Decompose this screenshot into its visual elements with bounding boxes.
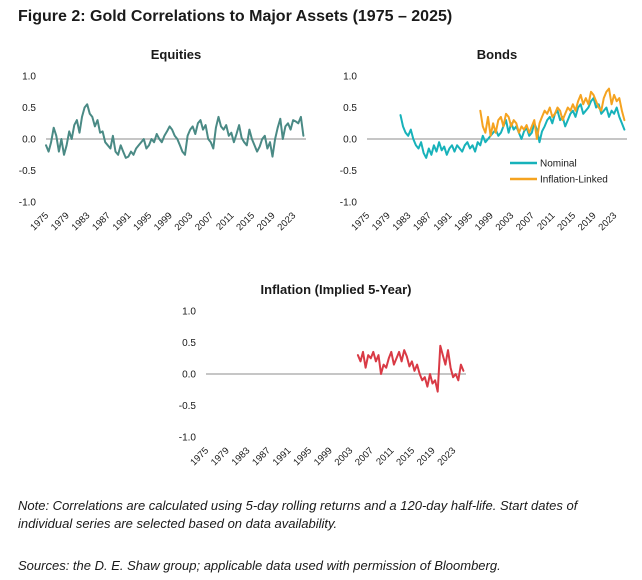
- bonds-x-tick-label-2023: 2023: [597, 210, 620, 233]
- inflation-implied-5-year-x-tick-label-1995: 1995: [291, 445, 314, 468]
- bonds-series-nominal: [399, 97, 626, 159]
- inflation-implied-5-year-x-tick-label-1999: 1999: [312, 445, 335, 468]
- equities-y-tick-label: -0.5: [19, 166, 37, 177]
- equities-x-tick-label-2019: 2019: [255, 210, 278, 233]
- bonds-y-tick-label: 0.5: [343, 103, 357, 114]
- inflation-implied-5-year-series-inflation-implied-5-year: [356, 344, 465, 393]
- equities-x-tick-label-1995: 1995: [131, 210, 154, 233]
- figure-title: Figure 2: Gold Correlations to Major Ass…: [18, 8, 453, 25]
- equities-y-tick-label: 0.5: [22, 103, 36, 114]
- inflation-implied-5-year-x-tick-label-2007: 2007: [353, 445, 376, 468]
- bonds-x-tick-label-1991: 1991: [432, 210, 455, 233]
- equities-x-tick-label-2023: 2023: [276, 210, 299, 233]
- bonds-y-tick-label: 1.0: [343, 72, 357, 83]
- bonds-x-tick-label-2007: 2007: [514, 210, 537, 233]
- inflation-implied-5-year-x-tick-label-2003: 2003: [333, 445, 356, 468]
- bonds-x-tick-label-2019: 2019: [576, 210, 599, 233]
- bonds-title: Bonds: [477, 47, 517, 62]
- bonds-chart: Bonds1.00.50.0-0.5-1.0197519791983198719…: [340, 47, 627, 233]
- bonds-x-tick-label-1979: 1979: [370, 210, 393, 233]
- bonds-series-inflation-linked: [479, 87, 626, 140]
- inflation-implied-5-year-y-tick-label: 0.5: [182, 338, 196, 349]
- equities-y-tick-label: 1.0: [22, 72, 36, 83]
- inflation-implied-5-year-x-tick-label-1975: 1975: [188, 445, 211, 468]
- bonds-x-tick-label-1983: 1983: [391, 210, 414, 233]
- inflation-chart: Inflation (Implied 5-Year) 1.0 0.5 0.0 -0.5 -…: [179, 282, 466, 468]
- equities-y-tick-label: 0.0: [22, 135, 36, 146]
- equities-x-tick-label-2007: 2007: [193, 210, 216, 233]
- inflation-implied-5-year-x-tick-label-1991: 1991: [271, 445, 294, 468]
- equities-x-tick-label-2003: 2003: [173, 210, 196, 233]
- inflation-implied-5-year-x-tick-label-1987: 1987: [250, 445, 273, 468]
- equities-x-tick-label-1991: 1991: [111, 210, 134, 233]
- bonds-x-tick-label-2003: 2003: [494, 210, 517, 233]
- inflation-implied-5-year-x-tick-label-1983: 1983: [230, 445, 253, 468]
- equities-x-tick-label-1979: 1979: [49, 210, 72, 233]
- inflation-implied-5-year-x-tick-label-2019: 2019: [415, 445, 438, 468]
- equities-x-tick-label-2015: 2015: [234, 210, 257, 233]
- inflation-implied-5-year-x-tick-label-2015: 2015: [394, 445, 417, 468]
- bonds-x-tick-label-1999: 1999: [473, 210, 496, 233]
- bonds-y-tick-label: -1.0: [340, 198, 358, 209]
- bonds-x-tick-label-1995: 1995: [452, 210, 475, 233]
- bonds-x-tick-label-1987: 1987: [411, 210, 434, 233]
- bonds-x-tick-label-2015: 2015: [555, 210, 578, 233]
- bonds-y-tick-label: 0.0: [343, 135, 357, 146]
- inflation-implied-5-year-y-tick-label: 0.0: [182, 370, 196, 381]
- inflation-implied-5-year-x-tick-label-1979: 1979: [209, 445, 232, 468]
- bonds-x-tick-label-2011: 2011: [535, 210, 557, 232]
- equities-x-tick-label-1983: 1983: [70, 210, 93, 233]
- sources-text: Sources: the D. E. Shaw group; applicabl…: [18, 558, 501, 573]
- bonds-y-tick-label: -0.5: [340, 166, 358, 177]
- inflation-implied-5-year-y-tick-label: -1.0: [179, 433, 197, 444]
- inflation-implied-5-year-y-tick-label: -0.5: [179, 401, 197, 412]
- equities-y-tick-label: -1.0: [19, 198, 37, 209]
- equities-x-tick-label-2011: 2011: [214, 210, 236, 232]
- legend-label-nominal: Nominal: [540, 159, 577, 170]
- equities-series-equities: [45, 103, 305, 159]
- inflation-implied-5-year-title: Inflation (Implied 5-Year): [261, 282, 412, 297]
- bonds-x-tick-label-1975: 1975: [349, 210, 372, 233]
- equities-title: Equities: [151, 47, 202, 62]
- equities-x-tick-label-1987: 1987: [90, 210, 113, 233]
- equities-x-tick-label-1999: 1999: [152, 210, 175, 233]
- equities-x-tick-label-1975: 1975: [28, 210, 51, 233]
- legend-label-inflation-linked: Inflation-Linked: [540, 175, 608, 186]
- note-text: Note: Correlations are calculated using …: [18, 498, 578, 531]
- inflation-implied-5-year-y-tick-label: 1.0: [182, 307, 196, 318]
- inflation-implied-5-year-x-tick-label-2023: 2023: [436, 445, 459, 468]
- equities-chart: Equities 1.0 0.5 0.0 -0.5 -1.0197519791983198…: [19, 47, 306, 233]
- inflation-implied-5-year-x-tick-label-2011: 2011: [374, 445, 396, 467]
